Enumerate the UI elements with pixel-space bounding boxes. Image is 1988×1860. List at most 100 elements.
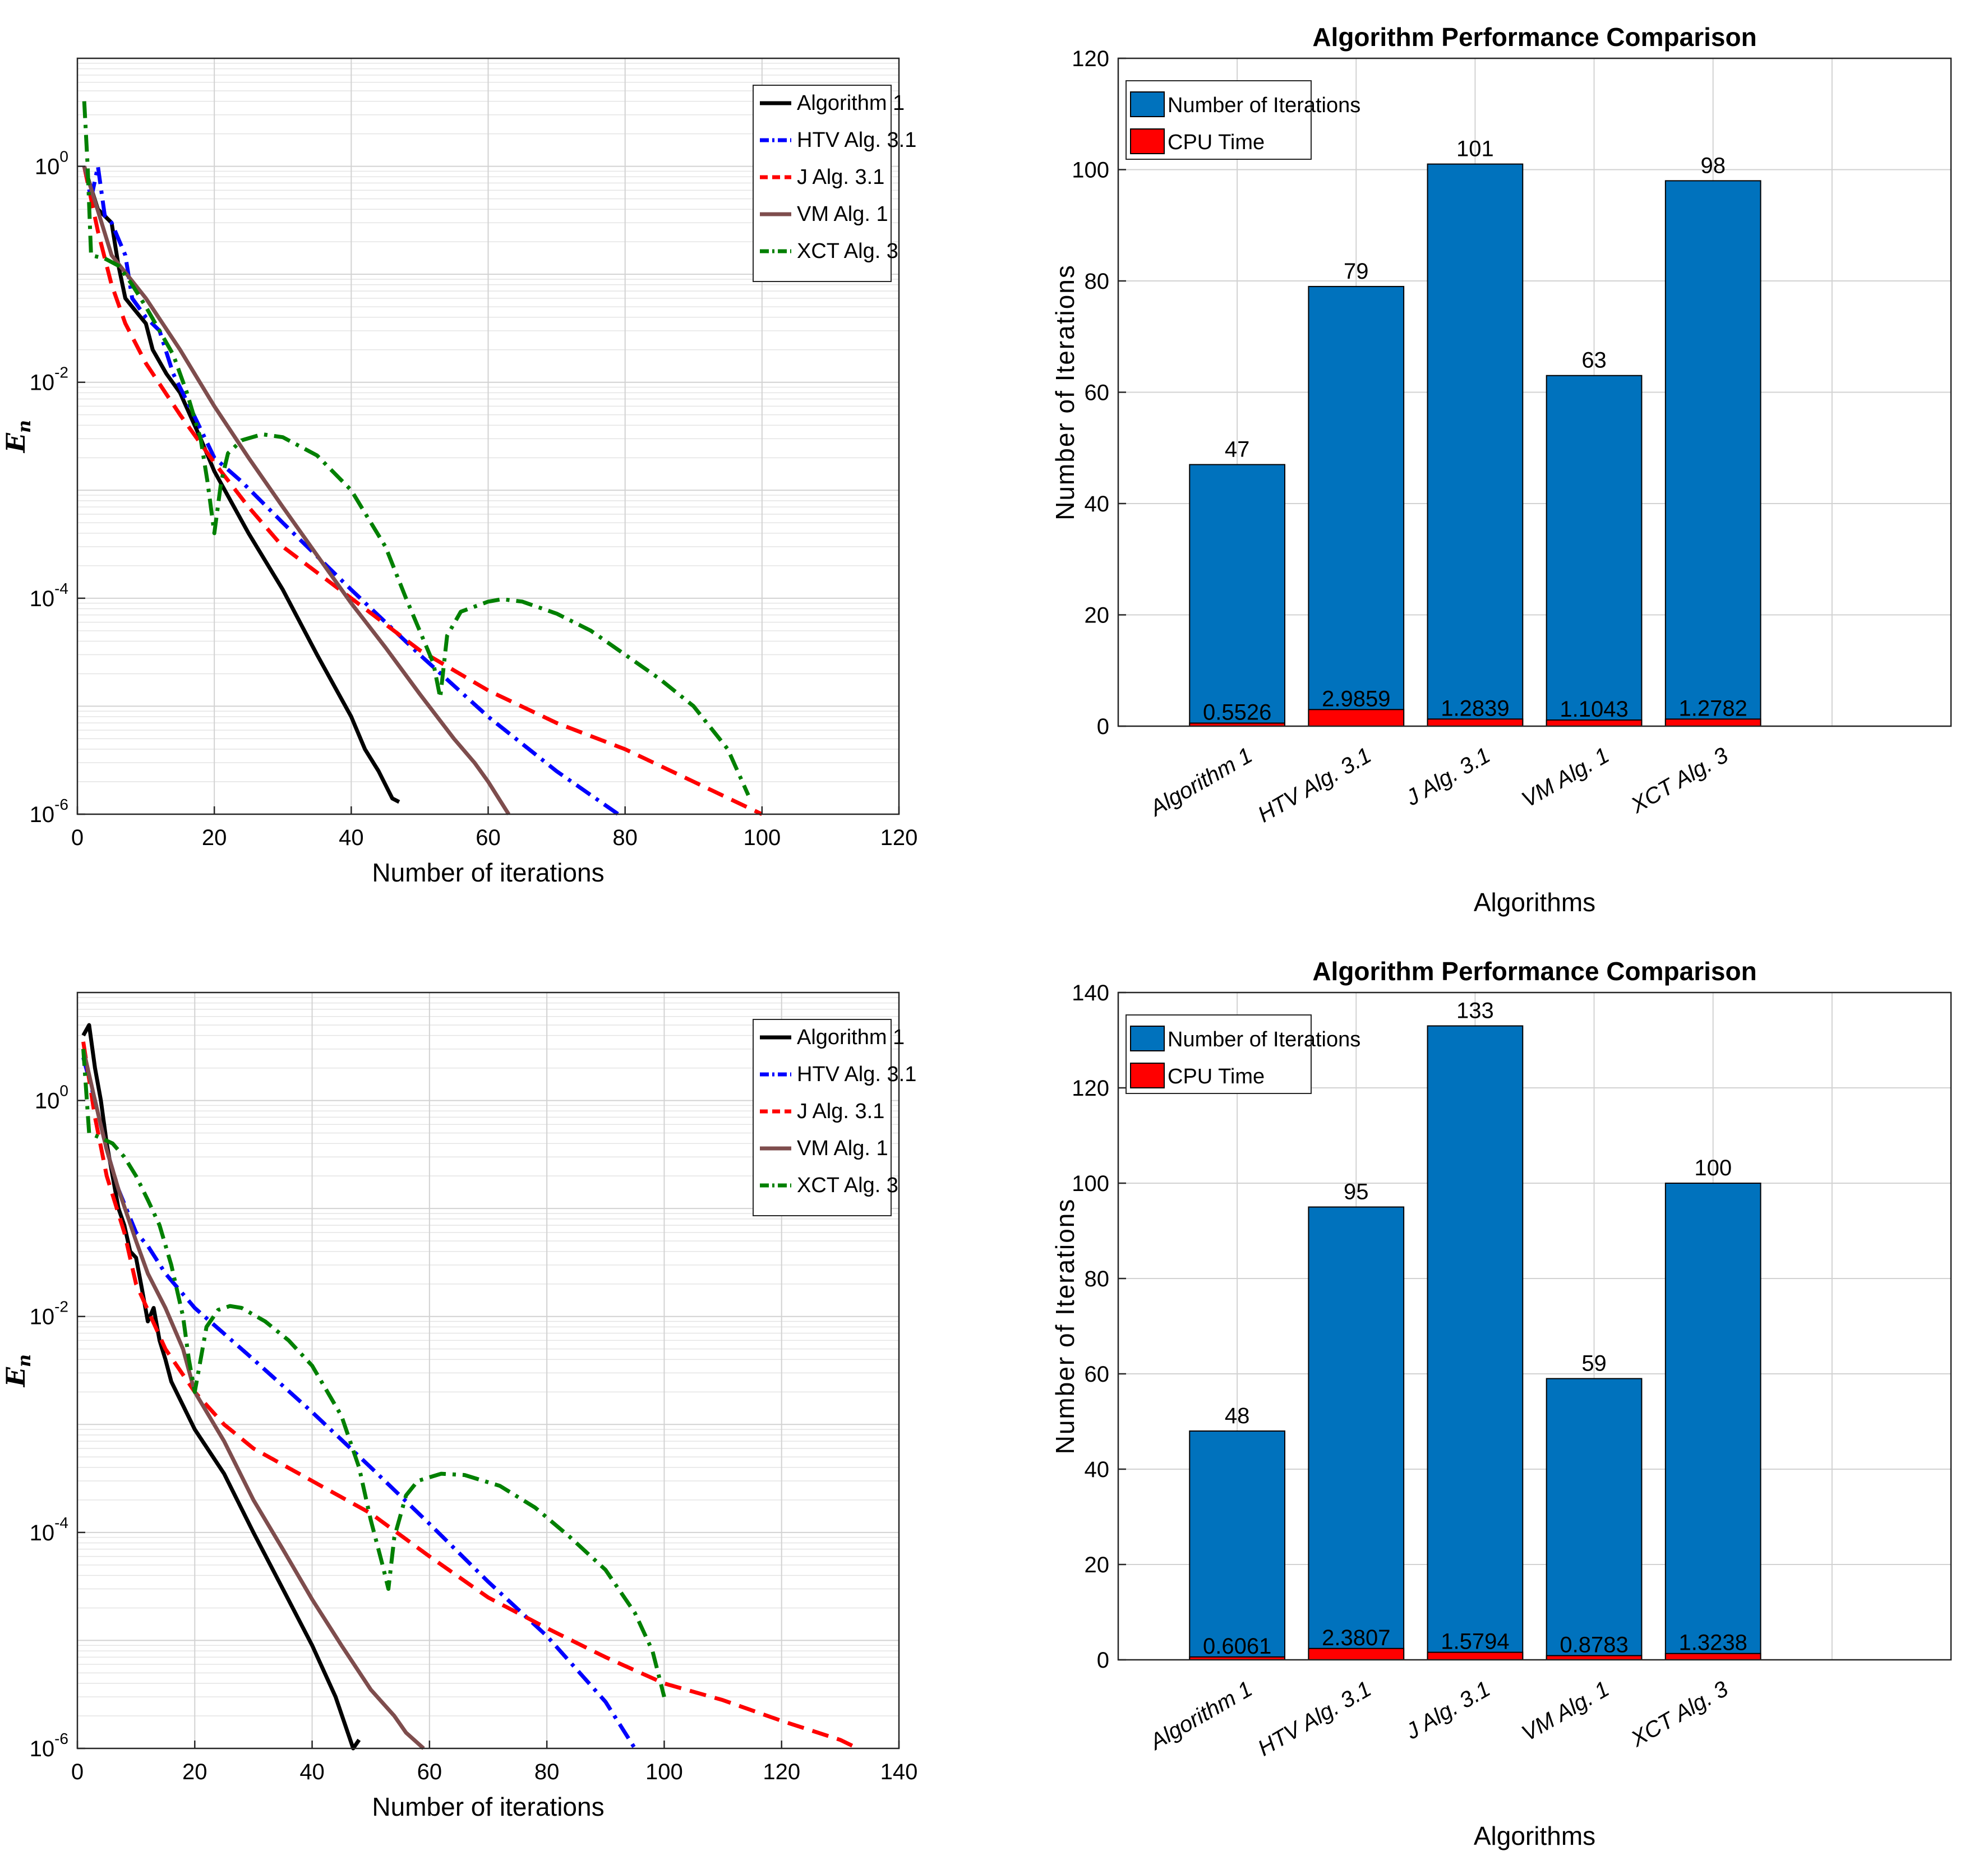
iteration-bar: [1308, 1206, 1405, 1660]
y-tick-label: 100: [35, 148, 68, 179]
x-category-label: HTV Alg. 3.1: [1254, 743, 1376, 828]
y-tick-label: 0: [1097, 714, 1109, 739]
y-axis-title: Number of Iterations: [1050, 264, 1080, 520]
y-tick-label: 140: [1072, 981, 1109, 1005]
series-line-algorithm-1: [82, 165, 400, 804]
y-tick-base: 10: [30, 371, 55, 395]
iteration-value-label: 95: [1344, 1180, 1369, 1204]
y-tick-exponent: -6: [54, 1730, 68, 1747]
series-line-xct-alg-3: [82, 101, 750, 796]
x-tick-label: 20: [182, 1760, 207, 1784]
iteration-value-label: 98: [1700, 153, 1726, 178]
y-tick-base: 10: [30, 802, 55, 827]
legend-label: Algorithm 1: [797, 91, 905, 115]
cpu-time-value-label: 1.2839: [1441, 696, 1509, 721]
y-tick-label: 120: [1072, 47, 1109, 71]
legend: Number of Iterations CPU Time: [1126, 80, 1360, 160]
y-tick-label: 60: [1085, 381, 1110, 405]
series-line-vm-alg-1: [82, 165, 511, 815]
y-tick-label: 100: [35, 1082, 68, 1114]
x-tick-label: 100: [743, 825, 781, 850]
x-tick-label: 80: [534, 1760, 560, 1784]
legend-label: Number of Iterations: [1168, 1028, 1360, 1051]
x-tick-label: 40: [299, 1760, 325, 1784]
y-axis-title: En: [1, 1354, 35, 1388]
y-tick-label: 10-4: [30, 580, 68, 611]
legend-label: Number of Iterations: [1168, 94, 1360, 117]
chart-title: Algorithm Performance Comparison: [1312, 957, 1756, 986]
chart-title: Algorithm Performance Comparison: [1312, 22, 1756, 52]
y-tick-base: 10: [35, 1089, 60, 1114]
iteration-bar: [1664, 180, 1761, 727]
iteration-bar: [1189, 464, 1285, 727]
iteration-value-label: 48: [1225, 1404, 1250, 1428]
legend-swatch: [1130, 1026, 1165, 1051]
y-tick-label: 80: [1085, 1267, 1110, 1291]
y-tick-label: 40: [1085, 1457, 1110, 1482]
x-category-label: VM Alg. 1: [1517, 1677, 1613, 1746]
y-tick-exponent: -2: [54, 1298, 68, 1316]
x-category-label: Algorithm 1: [1145, 1677, 1257, 1755]
iteration-bar: [1664, 1183, 1761, 1660]
x-category-label: XCT Alg. 3: [1626, 1677, 1732, 1752]
x-category-label: J Alg. 3.1: [1401, 1677, 1495, 1744]
y-axis-title: Number of Iterations: [1050, 1198, 1080, 1455]
cpu-time-value-label: 2.3807: [1322, 1626, 1390, 1650]
y-tick-exponent: -4: [54, 1514, 68, 1531]
legend-swatch: [1130, 1063, 1165, 1088]
y-tick-label: 10-4: [30, 1514, 68, 1545]
y-tick-label: 0: [1097, 1648, 1109, 1673]
x-tick-label: 40: [339, 825, 364, 850]
y-axis-title-sub: n: [13, 420, 35, 433]
iteration-value-label: 47: [1225, 437, 1250, 462]
legend-label: CPU Time: [1168, 1065, 1265, 1088]
cpu-time-bar: [1308, 1647, 1405, 1661]
y-tick-label: 10-6: [30, 796, 68, 827]
iteration-value-label: 133: [1456, 999, 1494, 1023]
iteration-value-label: 101: [1456, 137, 1494, 161]
y-tick-label: 10-2: [30, 364, 68, 395]
x-axis-title: Number of iterations: [372, 1792, 604, 1821]
x-axis-title: Number of iterations: [372, 858, 604, 887]
y-tick-exponent: 0: [59, 148, 68, 165]
x-axis-title: Algorithms: [1474, 1821, 1595, 1850]
series-line-j-alg-3-1: [82, 165, 763, 816]
legend-label: VM Alg. 1: [797, 202, 888, 226]
legend-label: VM Alg. 1: [797, 1137, 888, 1160]
x-category-label: Algorithm 1: [1145, 743, 1257, 821]
iteration-bar: [1546, 375, 1643, 727]
iteration-bar: [1308, 285, 1405, 727]
x-category-label: XCT Alg. 3: [1626, 743, 1732, 819]
cpu-time-value-label: 2.9859: [1322, 686, 1390, 711]
legend-label: HTV Alg. 3.1: [797, 128, 916, 152]
x-tick-label: 100: [645, 1760, 683, 1784]
y-tick-exponent: -4: [54, 580, 68, 597]
y-tick-exponent: -6: [54, 796, 68, 813]
x-tick-label: 0: [71, 1760, 84, 1784]
y-tick-label: 20: [1085, 1553, 1110, 1577]
y-tick-label: 10-6: [30, 1730, 68, 1761]
cpu-time-value-label: 1.1043: [1560, 697, 1628, 722]
series-line-vm-alg-1: [81, 1048, 425, 1750]
legend-box: [753, 85, 892, 282]
cpu-time-value-label: 1.5794: [1441, 1630, 1509, 1654]
series-line-xct-alg-3: [81, 1049, 666, 1697]
cpu-time-value-label: 1.2782: [1679, 696, 1747, 721]
cpu-time-value-label: 1.3238: [1679, 1631, 1747, 1655]
y-axis-title: En: [1, 420, 35, 454]
legend-box: [753, 1019, 892, 1216]
legend: Algorithm 1 HTV Alg. 3.1 J Alg. 3.1 VM Alg.…: [753, 1019, 916, 1216]
y-tick-base: 10: [30, 1521, 55, 1545]
y-tick-label: 40: [1085, 492, 1110, 516]
iteration-value-label: 59: [1581, 1351, 1607, 1376]
cpu-time-value-label: 0.8783: [1560, 1633, 1628, 1658]
y-tick-label: 100: [1072, 158, 1109, 183]
legend-label: CPU Time: [1168, 131, 1265, 154]
legend-label: XCT Alg. 3: [797, 1174, 898, 1197]
y-tick-exponent: -2: [54, 364, 68, 381]
series-line-htv-alg-3-1: [82, 164, 620, 816]
y-tick-base: 10: [35, 155, 60, 179]
x-tick-label: 60: [476, 825, 501, 850]
legend-label: XCT Alg. 3: [797, 239, 898, 263]
